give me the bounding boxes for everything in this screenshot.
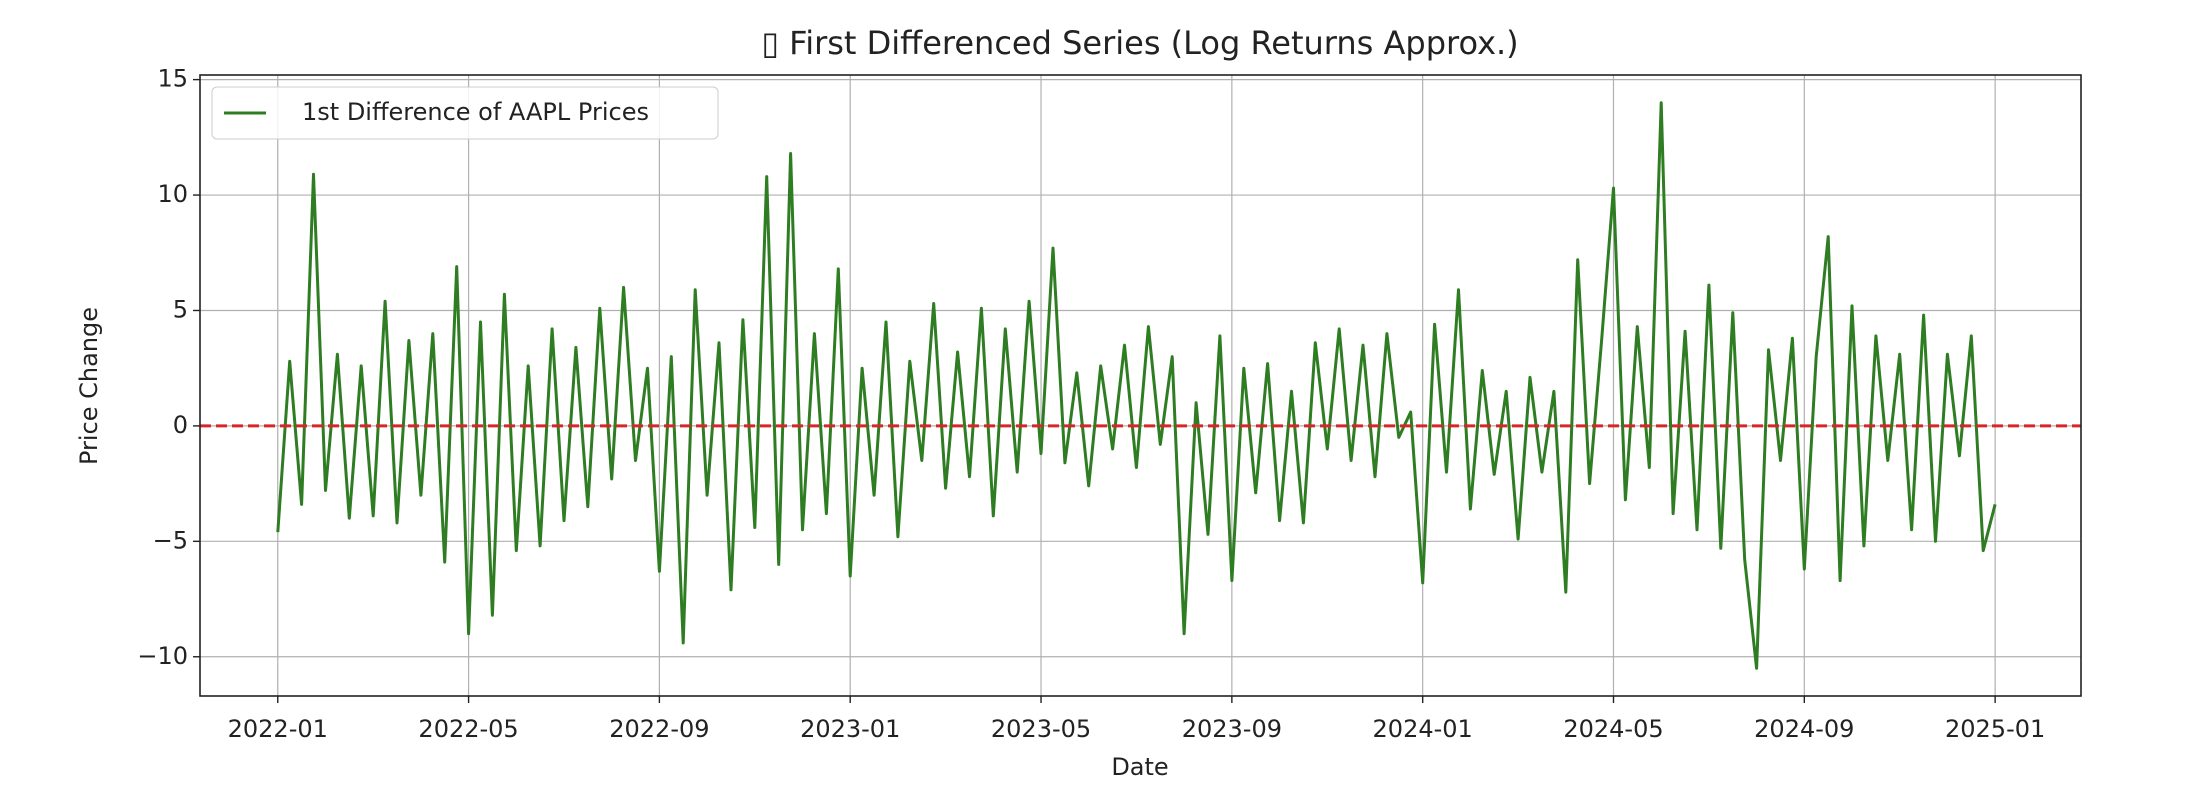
x-tick-label: 2023-05: [991, 715, 1091, 743]
y-tick-label: 15: [157, 65, 188, 93]
x-axis-label: Date: [1111, 753, 1168, 781]
chart-title: ▯ First Differenced Series (Log Returns …: [761, 24, 1518, 62]
x-tick-label: 2022-09: [609, 715, 709, 743]
x-tick-label: 2024-05: [1563, 715, 1663, 743]
y-tick-label: 0: [173, 411, 188, 439]
x-tick-label: 2024-01: [1373, 715, 1473, 743]
y-tick-label: 10: [157, 180, 188, 208]
legend-box: [211, 86, 719, 140]
y-tick-label: −5: [153, 526, 188, 554]
x-tick-label: 2025-01: [1945, 715, 2045, 743]
x-tick-label: 2023-09: [1182, 715, 1282, 743]
y-tick-label: 5: [173, 295, 188, 323]
plot-frame: [199, 74, 2082, 697]
legend-label: 1st Difference of AAPL Prices: [302, 98, 649, 126]
x-tick-label: 2022-05: [418, 715, 518, 743]
y-axis-label: Price Change: [75, 307, 103, 465]
x-tick-label: 2023-01: [800, 715, 900, 743]
y-tick-label: −10: [137, 642, 188, 670]
x-tick-label: 2024-09: [1754, 715, 1854, 743]
data-line: [276, 101, 1997, 670]
x-tick-label: 2022-01: [228, 715, 328, 743]
